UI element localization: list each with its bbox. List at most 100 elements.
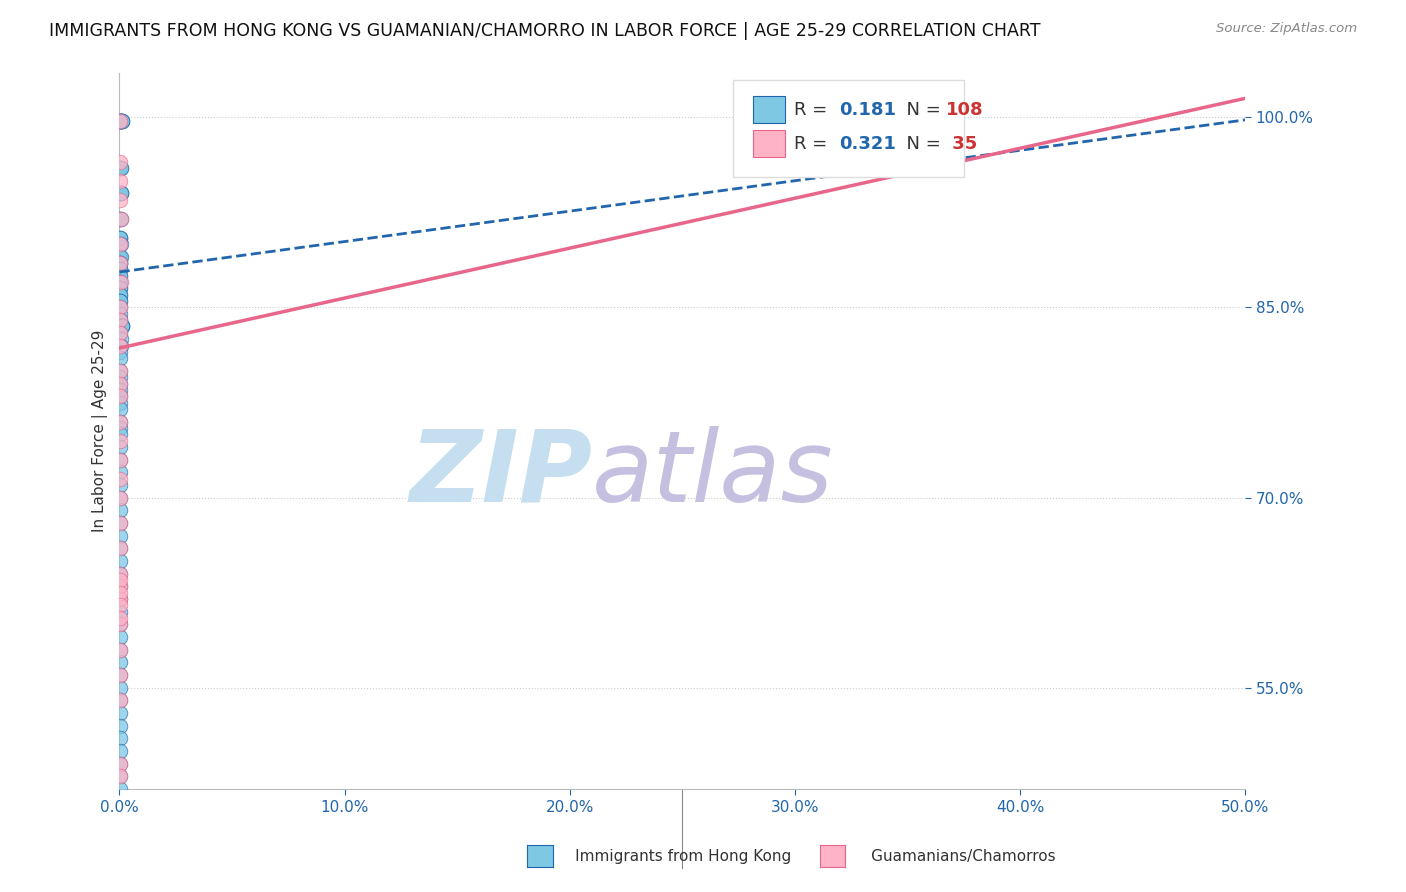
Point	[108, 516, 131, 530]
Point	[111, 319, 134, 334]
Point	[108, 846, 131, 860]
Point	[110, 114, 132, 128]
Point	[110, 114, 132, 128]
Point	[108, 256, 131, 270]
Text: R =: R =	[794, 101, 832, 120]
Point	[108, 174, 131, 188]
Point	[108, 491, 131, 505]
Point	[108, 287, 131, 301]
Point	[108, 415, 131, 429]
Point	[111, 114, 134, 128]
Point	[108, 630, 131, 644]
Point	[111, 319, 134, 334]
Point	[110, 338, 132, 352]
Point	[108, 756, 131, 771]
Point	[108, 114, 131, 128]
Point	[108, 114, 131, 128]
Point	[110, 161, 132, 175]
Point	[108, 769, 131, 783]
Point	[108, 275, 131, 289]
Point	[108, 401, 131, 416]
Point	[108, 395, 131, 409]
Point	[110, 617, 132, 632]
Point	[108, 186, 131, 201]
Point	[110, 332, 132, 346]
Y-axis label: In Labor Force | Age 25-29: In Labor Force | Age 25-29	[93, 330, 108, 533]
Point	[108, 541, 131, 556]
Text: 0.321: 0.321	[839, 135, 896, 153]
Point	[108, 231, 131, 245]
Point	[108, 731, 131, 746]
Point	[108, 611, 131, 625]
Point	[108, 668, 131, 682]
Point	[110, 186, 132, 201]
Point	[108, 440, 131, 454]
Point	[108, 820, 131, 834]
Text: Guamanians/Chamorros: Guamanians/Chamorros	[837, 849, 1054, 863]
Point	[108, 642, 131, 657]
Text: 35: 35	[946, 135, 977, 153]
Point	[108, 782, 131, 797]
Point	[108, 833, 131, 847]
Point	[110, 211, 132, 226]
Point	[108, 744, 131, 758]
Text: atlas: atlas	[592, 425, 834, 523]
Text: R =: R =	[794, 135, 832, 153]
Text: 108: 108	[946, 101, 983, 120]
FancyBboxPatch shape	[754, 96, 785, 123]
Point	[111, 319, 134, 334]
Point	[108, 313, 131, 327]
Point	[110, 319, 132, 334]
Point	[110, 268, 132, 283]
Point	[108, 452, 131, 467]
Point	[108, 465, 131, 479]
Point	[108, 114, 131, 128]
Point	[110, 319, 132, 334]
Point	[108, 452, 131, 467]
Point	[108, 516, 131, 530]
Point	[108, 415, 131, 429]
Point	[108, 301, 131, 315]
Point	[108, 656, 131, 670]
Point	[108, 592, 131, 607]
Point	[108, 642, 131, 657]
Point	[110, 161, 132, 175]
Point	[108, 268, 131, 283]
Point	[108, 287, 131, 301]
Point	[108, 237, 131, 252]
Point	[108, 528, 131, 542]
Point	[110, 275, 132, 289]
Point	[108, 161, 131, 175]
Point	[110, 573, 132, 587]
Point	[108, 756, 131, 771]
Point	[108, 364, 131, 378]
Point	[108, 566, 131, 581]
Point	[110, 319, 132, 334]
Point	[110, 389, 132, 403]
Text: 0.181: 0.181	[839, 101, 896, 120]
Point	[108, 294, 131, 309]
Point	[108, 383, 131, 397]
Point	[108, 370, 131, 384]
Point	[110, 114, 132, 128]
FancyBboxPatch shape	[733, 80, 963, 177]
Text: N =: N =	[896, 135, 946, 153]
Point	[110, 231, 132, 245]
Point	[108, 579, 131, 593]
Point	[108, 231, 131, 245]
Point	[108, 154, 131, 169]
Point	[108, 807, 131, 822]
Point	[108, 795, 131, 809]
Point	[108, 693, 131, 707]
Point	[110, 114, 132, 128]
Point	[108, 326, 131, 340]
Point	[108, 541, 131, 556]
Point	[110, 114, 132, 128]
FancyBboxPatch shape	[754, 130, 785, 158]
Point	[108, 364, 131, 378]
Point	[110, 313, 132, 327]
Point	[110, 250, 132, 264]
Point	[108, 706, 131, 720]
Point	[108, 599, 131, 613]
Point	[108, 351, 131, 366]
